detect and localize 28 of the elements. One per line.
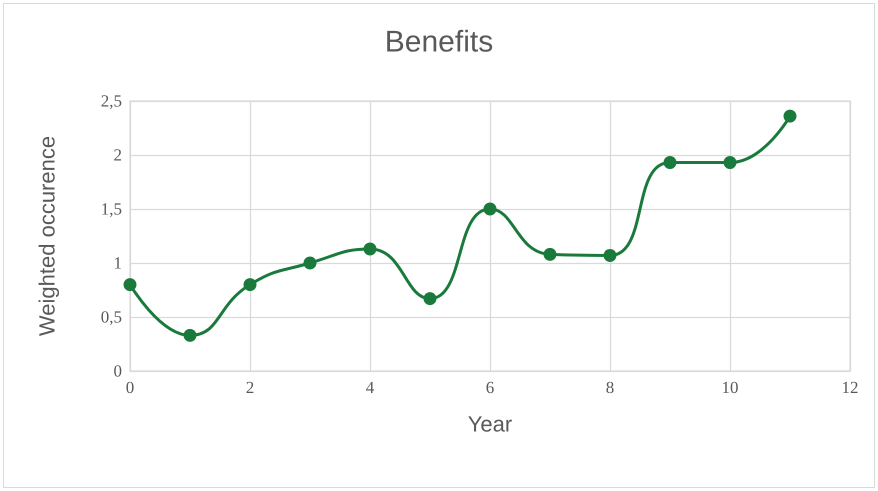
point bbox=[484, 202, 496, 216]
x-tick-label: 0 bbox=[126, 378, 134, 397]
point bbox=[424, 292, 436, 306]
point bbox=[724, 156, 736, 170]
point bbox=[664, 156, 676, 170]
point bbox=[124, 278, 136, 292]
y-tick-label: 0,5 bbox=[100, 308, 122, 326]
x-tick-label: 8 bbox=[606, 378, 614, 397]
x-tick-label: 6 bbox=[486, 378, 494, 397]
point bbox=[244, 278, 256, 292]
point bbox=[544, 248, 556, 261]
y-tick-label: 2,5 bbox=[100, 92, 122, 110]
point bbox=[304, 256, 316, 270]
y-tick-label: 0 bbox=[114, 362, 122, 380]
y-axis-title: Weighted occurence bbox=[34, 136, 60, 336]
x-tick-label: 4 bbox=[366, 378, 375, 397]
y-tick-label: 1,5 bbox=[100, 200, 122, 218]
x-tick-label: 12 bbox=[842, 378, 858, 397]
point bbox=[604, 248, 616, 262]
x-tick-label: 10 bbox=[722, 378, 738, 397]
chart-title: Benefits bbox=[384, 26, 494, 58]
point bbox=[184, 328, 196, 342]
point bbox=[784, 110, 796, 123]
y-tick-label: 2 bbox=[114, 146, 122, 164]
x-tick-label: 2 bbox=[246, 378, 254, 397]
point bbox=[364, 242, 376, 256]
y-tick-label: 1 bbox=[114, 254, 122, 272]
x-axis-title: Year bbox=[468, 412, 512, 436]
